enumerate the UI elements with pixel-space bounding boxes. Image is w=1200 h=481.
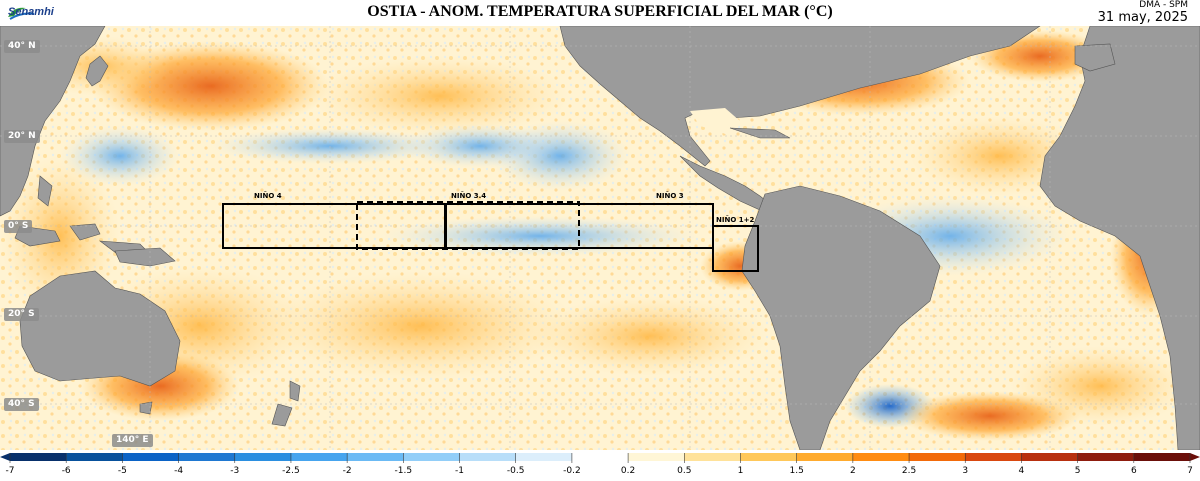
lat-label-20s: 20° S (4, 308, 39, 321)
colorbar-tick-label: 0.5 (677, 466, 691, 476)
colorbar-tick-label: -1.5 (395, 466, 413, 476)
nino-4-label: NIÑO 4 (254, 192, 282, 200)
colorbar-segment (459, 453, 517, 461)
colorbar-segment (571, 453, 629, 461)
colorbar-tick-label: -6 (62, 466, 71, 476)
colorbar-segment (234, 453, 292, 461)
colorbar-tick-label: -7 (6, 466, 15, 476)
colorbar-tick-label: 7 (1187, 466, 1193, 476)
colorbar-tick-label: -4 (174, 466, 183, 476)
lat-label-40s: 40° S (4, 398, 39, 411)
colorbar-tick-label: -3 (230, 466, 239, 476)
colorbar-tick-label: -5 (118, 466, 127, 476)
colorbar-tick-label: 5 (1075, 466, 1081, 476)
colorbar-tick-label: 4 (1019, 466, 1025, 476)
nino-3-label: NIÑO 3 (656, 192, 684, 200)
colorbar-svg: -7 -6 -5 -4 -3 -2.5 -2 -1.5 -1 -0.5 -0.2 0.2 0.5 1 1.5… (0, 453, 1200, 476)
logo-text: Senamhi (8, 6, 54, 18)
lat-label-20n: 20° N (4, 130, 40, 143)
colorbar-segment (628, 453, 685, 461)
colorbar-segment (178, 453, 236, 461)
lon-label-140e: 140° E (112, 434, 153, 447)
colorbar-tick-label: 1.5 (790, 466, 804, 476)
colorbar-tick-label: -0.5 (507, 466, 525, 476)
colorbar-tick-label: 1 (738, 466, 744, 476)
colorbar-tick-label: -2 (343, 466, 352, 476)
colorbar-right-arrow (1190, 453, 1200, 461)
colorbar-segment (1133, 453, 1191, 461)
colorbar-segment (1021, 453, 1079, 461)
colorbar-segment (1077, 453, 1135, 461)
colorbar-segment (403, 453, 461, 461)
colorbar-segment (965, 453, 1022, 461)
colorbar-left-arrow (0, 453, 10, 461)
colorbar-tick-label: -2.5 (282, 466, 300, 476)
colorbar: -7 -6 -5 -4 -3 -2.5 -2 -1.5 -1 -0.5 -0.2 0.2 0.5 1 1.5… (0, 450, 1200, 476)
colorbar-segment (852, 453, 910, 461)
colorbar-segment (740, 453, 798, 461)
lat-label-0s: 0° S (4, 220, 33, 233)
date-label: 31 may, 2025 (1097, 10, 1188, 25)
colorbar-segment (515, 453, 573, 461)
senamhi-logo (8, 7, 35, 20)
land-masses (0, 26, 1200, 450)
colorbar-segment (66, 453, 123, 461)
nino-12-box (712, 225, 759, 272)
header: Senamhi OSTIA - ANOM. TEMPERATURA SUPERF… (0, 0, 1200, 26)
colorbar-segment (796, 453, 854, 461)
colorbar-tick-label: 3 (962, 466, 968, 476)
colorbar-segment (909, 453, 966, 461)
colorbar-segment (290, 453, 348, 461)
colorbar-tick-label: 0.2 (621, 466, 635, 476)
lat-label-40n: 40° N (4, 40, 40, 53)
nino-12-label: NIÑO 1+2 (716, 216, 755, 224)
colorbar-tick-label: 2.5 (902, 466, 916, 476)
map-canvas (0, 26, 1200, 450)
nino-34-label: NIÑO 3.4 (451, 192, 487, 200)
colorbar-tick-label: 2 (850, 466, 856, 476)
colorbar-segment (10, 453, 67, 461)
nino-boxes (222, 201, 759, 272)
colorbar-tick-label: -0.2 (563, 466, 581, 476)
colorbar-tick-label: 6 (1131, 466, 1137, 476)
sst-anomaly-map: 40° N 20° N 0° S 20° S 40° S 140° E NIÑO… (0, 26, 1200, 450)
credit-label: DMA - SPM (1139, 0, 1188, 10)
colorbar-segment (347, 453, 404, 461)
colorbar-segment (122, 453, 180, 461)
graticule (0, 26, 1200, 450)
map-title: OSTIA - ANOM. TEMPERATURA SUPERFICIAL DE… (367, 3, 833, 20)
colorbar-tick-label: -1 (455, 466, 464, 476)
colorbar-segment (684, 453, 741, 461)
